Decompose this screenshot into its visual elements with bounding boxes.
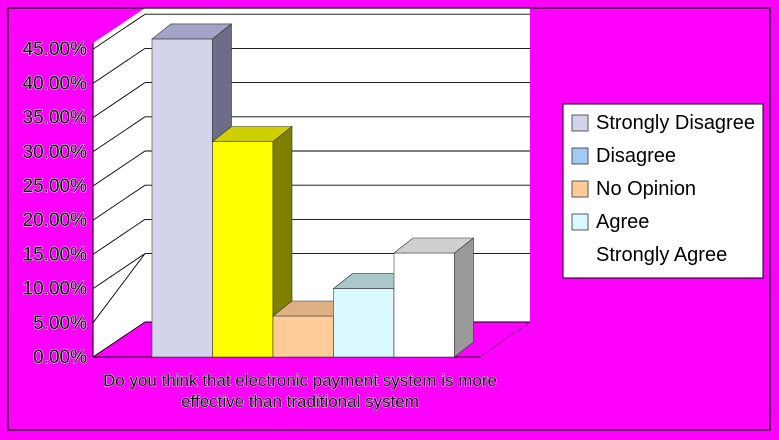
svg-text:0.00%: 0.00% — [33, 347, 87, 368]
svg-text:Strongly Disagree: Strongly Disagree — [596, 112, 755, 134]
svg-text:15.00%: 15.00% — [23, 244, 88, 265]
svg-text:40.00%: 40.00% — [23, 73, 88, 94]
svg-text:Agree: Agree — [596, 211, 649, 233]
svg-text:10.00%: 10.00% — [23, 279, 88, 300]
svg-text:20.00%: 20.00% — [23, 210, 88, 231]
svg-text:Disagree: Disagree — [596, 145, 676, 167]
svg-text:5.00%: 5.00% — [33, 313, 87, 334]
svg-text:Strongly Agree: Strongly Agree — [596, 244, 727, 266]
svg-text:Do you think that electronic p: Do you think that electronic payment sys… — [103, 371, 497, 390]
svg-text:45.00%: 45.00% — [23, 39, 88, 60]
svg-text:25.00%: 25.00% — [23, 176, 88, 197]
svg-text:No Opinion: No Opinion — [596, 178, 696, 200]
svg-text:effective than traditional sys: effective than traditional system — [181, 392, 419, 411]
svg-text:30.00%: 30.00% — [23, 142, 88, 163]
svg-text:35.00%: 35.00% — [23, 108, 88, 129]
